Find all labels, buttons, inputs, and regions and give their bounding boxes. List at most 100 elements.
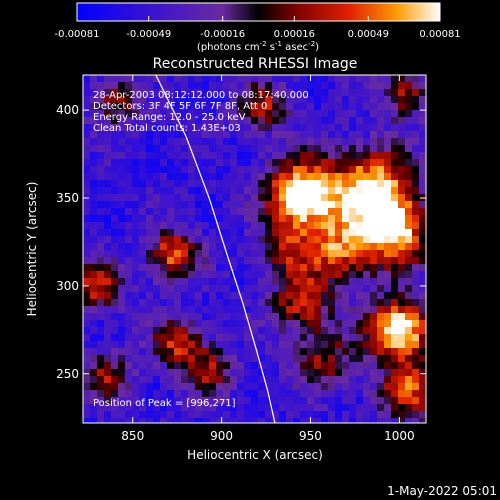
heatmap-cell bbox=[349, 145, 356, 152]
heatmap-cell bbox=[83, 376, 90, 383]
heatmap-cell bbox=[314, 75, 321, 82]
heatmap-cell bbox=[97, 271, 104, 278]
heatmap-cell bbox=[202, 194, 209, 201]
heatmap-cell bbox=[125, 180, 132, 187]
heatmap-cell bbox=[251, 327, 258, 334]
heatmap-cell bbox=[216, 383, 223, 390]
heatmap-cell bbox=[342, 397, 349, 404]
heatmap-cell bbox=[83, 250, 90, 257]
heatmap-cell bbox=[125, 236, 132, 243]
heatmap-cell bbox=[83, 229, 90, 236]
heatmap-cell bbox=[391, 208, 398, 215]
heatmap-cell bbox=[153, 362, 160, 369]
heatmap-cell bbox=[188, 194, 195, 201]
heatmap-cell bbox=[356, 285, 363, 292]
heatmap-cell bbox=[83, 292, 90, 299]
heatmap-cell bbox=[118, 292, 125, 299]
heatmap-cell bbox=[237, 96, 244, 103]
heatmap-cell bbox=[391, 404, 398, 411]
heatmap-cell bbox=[286, 180, 293, 187]
heatmap-cell bbox=[237, 110, 244, 117]
heatmap-cell bbox=[90, 376, 97, 383]
heatmap-cell bbox=[146, 103, 153, 110]
heatmap-cell bbox=[174, 271, 181, 278]
heatmap-cell bbox=[153, 117, 160, 124]
heatmap-cell bbox=[188, 75, 195, 82]
heatmap-cell bbox=[412, 82, 419, 89]
heatmap-cell bbox=[111, 215, 118, 222]
heatmap-cell bbox=[160, 404, 167, 411]
heatmap-cell bbox=[125, 348, 132, 355]
heatmap-cell bbox=[398, 159, 405, 166]
heatmap-cell bbox=[181, 313, 188, 320]
heatmap-cell bbox=[328, 418, 335, 423]
heatmap-cell bbox=[279, 348, 286, 355]
heatmap-cell bbox=[160, 103, 167, 110]
heatmap-cell bbox=[335, 110, 342, 117]
heatmap-cell bbox=[286, 313, 293, 320]
heatmap-cell bbox=[111, 306, 118, 313]
heatmap-cell bbox=[377, 131, 384, 138]
heatmap-cell bbox=[216, 138, 223, 145]
heatmap-cell bbox=[139, 362, 146, 369]
heatmap-cell bbox=[174, 187, 181, 194]
heatmap-cell bbox=[153, 355, 160, 362]
heatmap-cell bbox=[111, 257, 118, 264]
heatmap-cell bbox=[188, 229, 195, 236]
heatmap-cell bbox=[139, 383, 146, 390]
heatmap-cell bbox=[230, 166, 237, 173]
heatmap-cell bbox=[391, 243, 398, 250]
heatmap-cell bbox=[139, 89, 146, 96]
heatmap-cell bbox=[370, 117, 377, 124]
heatmap-cell bbox=[370, 82, 377, 89]
heatmap-cell bbox=[160, 243, 167, 250]
heatmap-cell bbox=[146, 159, 153, 166]
heatmap-cell bbox=[272, 117, 279, 124]
heatmap-cell bbox=[419, 271, 426, 278]
heatmap-cell bbox=[391, 131, 398, 138]
heatmap-cell bbox=[104, 89, 111, 96]
heatmap-cell bbox=[272, 131, 279, 138]
heatmap-cell bbox=[258, 327, 265, 334]
heatmap-cell bbox=[230, 173, 237, 180]
heatmap-cell bbox=[209, 96, 216, 103]
heatmap-cell bbox=[328, 201, 335, 208]
heatmap-cell bbox=[412, 257, 419, 264]
y-tick-label: 300 bbox=[56, 279, 79, 293]
heatmap-cell bbox=[265, 201, 272, 208]
heatmap-cell bbox=[286, 145, 293, 152]
heatmap-cell bbox=[174, 292, 181, 299]
heatmap-cell bbox=[118, 313, 125, 320]
heatmap-cell bbox=[167, 390, 174, 397]
heatmap-cell bbox=[335, 145, 342, 152]
heatmap-cell bbox=[216, 355, 223, 362]
heatmap-cell bbox=[307, 82, 314, 89]
heatmap-cell bbox=[412, 117, 419, 124]
heatmap-cell bbox=[237, 264, 244, 271]
heatmap-cell bbox=[90, 187, 97, 194]
heatmap-cell bbox=[279, 96, 286, 103]
heatmap-cell bbox=[272, 418, 279, 423]
heatmap-cell bbox=[97, 138, 104, 145]
heatmap-cell bbox=[258, 257, 265, 264]
heatmap-cell bbox=[125, 208, 132, 215]
heatmap-cell bbox=[419, 117, 426, 124]
heatmap-cell bbox=[272, 222, 279, 229]
heatmap-cell bbox=[370, 89, 377, 96]
heatmap-cell bbox=[118, 187, 125, 194]
heatmap-cell bbox=[83, 138, 90, 145]
heatmap-cell bbox=[405, 229, 412, 236]
heatmap-cell bbox=[265, 82, 272, 89]
heatmap-cell bbox=[251, 110, 258, 117]
heatmap-cell bbox=[125, 82, 132, 89]
heatmap-cell bbox=[195, 348, 202, 355]
heatmap-cell bbox=[265, 264, 272, 271]
heatmap-cell bbox=[153, 243, 160, 250]
heatmap-cell bbox=[223, 131, 230, 138]
heatmap-cell bbox=[419, 173, 426, 180]
heatmap-cell bbox=[216, 271, 223, 278]
heatmap-cell bbox=[377, 264, 384, 271]
heatmap-cell bbox=[153, 173, 160, 180]
heatmap-cell bbox=[412, 383, 419, 390]
heatmap-cell bbox=[328, 222, 335, 229]
